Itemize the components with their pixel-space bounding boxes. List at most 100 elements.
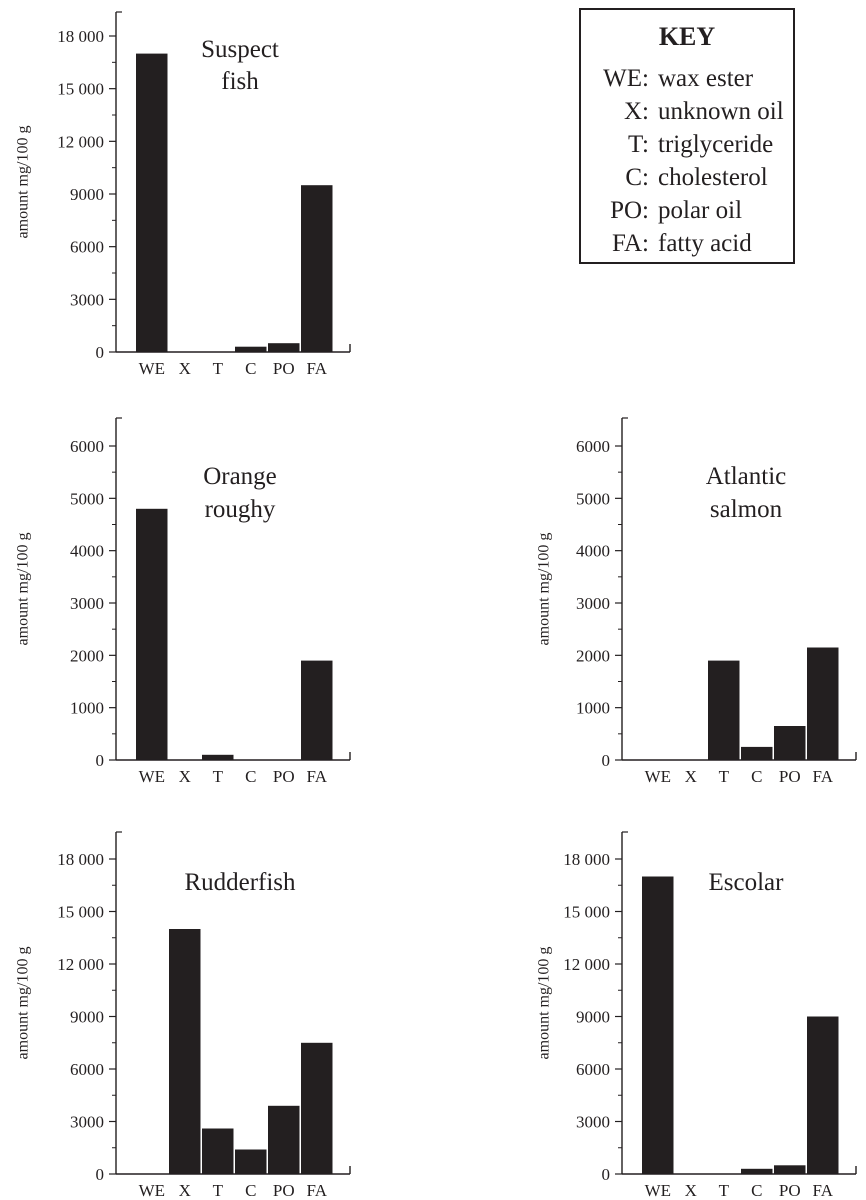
y-tick-label: 3000 [576, 594, 610, 613]
x-tick-label: PO [273, 1181, 295, 1200]
x-tick-label: FA [307, 767, 328, 786]
y-tick-label: 18 000 [57, 850, 104, 869]
x-tick-label: T [213, 767, 224, 786]
chart-title: roughy [205, 496, 276, 523]
x-tick-label: FA [813, 767, 834, 786]
bar [268, 343, 300, 352]
x-tick-label: C [751, 767, 762, 786]
x-tick-label: PO [779, 1181, 801, 1200]
y-tick-label: 9000 [70, 185, 104, 204]
y-tick-label: 0 [96, 1165, 105, 1184]
y-tick-label: 0 [602, 751, 611, 770]
y-tick-label: 12 000 [563, 955, 610, 974]
x-tick-label: C [245, 1181, 256, 1200]
key-code: T: [628, 131, 649, 158]
bar [774, 1165, 806, 1175]
chart-title: Suspect [201, 36, 279, 63]
key-code: PO: [610, 197, 649, 224]
y-axis-label: amount mg/100 g [14, 126, 31, 239]
x-tick-label: T [213, 1181, 224, 1200]
key-list: WE: wax ester X: unknown oil T: triglyce… [581, 62, 793, 260]
x-tick-label: PO [273, 359, 295, 378]
y-tick-label: 15 000 [563, 903, 610, 922]
bar [741, 746, 773, 760]
y-tick-label: 6000 [576, 1060, 610, 1079]
x-tick-label: T [719, 767, 730, 786]
bar [136, 53, 168, 352]
y-tick-label: 3000 [70, 594, 104, 613]
y-tick-label: 15 000 [57, 80, 104, 99]
x-tick-label: FA [307, 359, 328, 378]
x-tick-label: WE [139, 767, 165, 786]
key-desc: unknown oil [658, 98, 784, 125]
bar [741, 1168, 773, 1175]
y-tick-label: 5000 [70, 489, 104, 508]
x-tick-label: C [751, 1181, 762, 1200]
x-tick-label: WE [645, 1181, 671, 1200]
bar [235, 1149, 267, 1174]
bar [136, 508, 168, 760]
y-tick-label: 1000 [576, 699, 610, 718]
key-code: WE: [603, 65, 649, 92]
y-tick-label: 0 [602, 1165, 611, 1184]
key-item-c: C: cholesterol [581, 161, 793, 194]
key-code: X: [624, 98, 649, 125]
y-tick-label: 6000 [70, 437, 104, 456]
bar [708, 660, 740, 760]
bar [169, 929, 201, 1174]
bar [301, 1042, 333, 1175]
chart-title: Atlantic [706, 463, 787, 490]
x-tick-label: T [213, 359, 224, 378]
y-axis-label: amount mg/100 g [535, 533, 552, 646]
key-item-t: T: triglyceride [581, 128, 793, 161]
chart-panel: 0 1000 2000 3000 4000 5000 6000 WE X T C PO FA amount… [14, 417, 351, 786]
bar [268, 1105, 300, 1175]
key-desc: cholesterol [658, 164, 768, 191]
key-item-po: PO: polar oil [581, 194, 793, 227]
y-tick-label: 2000 [576, 646, 610, 665]
bar [301, 660, 333, 760]
y-tick-label: 0 [96, 751, 105, 770]
chart-title: fish [221, 68, 259, 95]
x-tick-label: WE [139, 359, 165, 378]
bar [235, 346, 267, 352]
y-tick-label: 4000 [70, 542, 104, 561]
key-desc: triglyceride [658, 131, 774, 158]
key-desc: polar oil [658, 197, 743, 224]
y-tick-label: 9000 [576, 1008, 610, 1027]
y-tick-label: 18 000 [563, 850, 610, 869]
x-tick-label: X [179, 767, 191, 786]
x-tick-label: X [179, 1181, 191, 1200]
chart-title: Rudderfish [184, 869, 296, 896]
x-tick-label: X [179, 359, 191, 378]
y-tick-label: 12 000 [57, 955, 104, 974]
x-tick-label: WE [139, 1181, 165, 1200]
x-tick-label: C [245, 767, 256, 786]
bar [807, 647, 839, 760]
chart-panel: 0 3000 6000 9000 12 000 15 000 18 000 WE X T C PO FA… [535, 831, 857, 1200]
chart-panel: 0 3000 6000 9000 12 000 15 000 18 000 WE X T C PO FA… [14, 831, 351, 1200]
key-desc: fatty acid [658, 230, 752, 257]
chart-title: Escolar [709, 869, 785, 896]
x-tick-label: T [719, 1181, 730, 1200]
y-axis-label: amount mg/100 g [14, 533, 31, 646]
x-tick-label: C [245, 359, 256, 378]
y-tick-label: 18 000 [57, 27, 104, 46]
key-code: C: [625, 164, 649, 191]
bar [202, 1128, 234, 1174]
x-tick-label: X [685, 767, 697, 786]
bar [774, 726, 806, 760]
x-tick-label: FA [813, 1181, 834, 1200]
bar [642, 876, 674, 1174]
x-tick-label: FA [307, 1181, 328, 1200]
y-tick-label: 12 000 [57, 132, 104, 151]
y-tick-label: 15 000 [57, 903, 104, 922]
y-tick-label: 6000 [576, 437, 610, 456]
bar [807, 1016, 839, 1174]
y-tick-label: 5000 [576, 489, 610, 508]
bar [202, 754, 234, 760]
x-tick-label: PO [273, 767, 295, 786]
key-legend: KEY WE: wax ester X: unknown oil T: trig… [579, 8, 795, 264]
y-tick-label: 6000 [70, 1060, 104, 1079]
chart-title: salmon [710, 496, 783, 523]
